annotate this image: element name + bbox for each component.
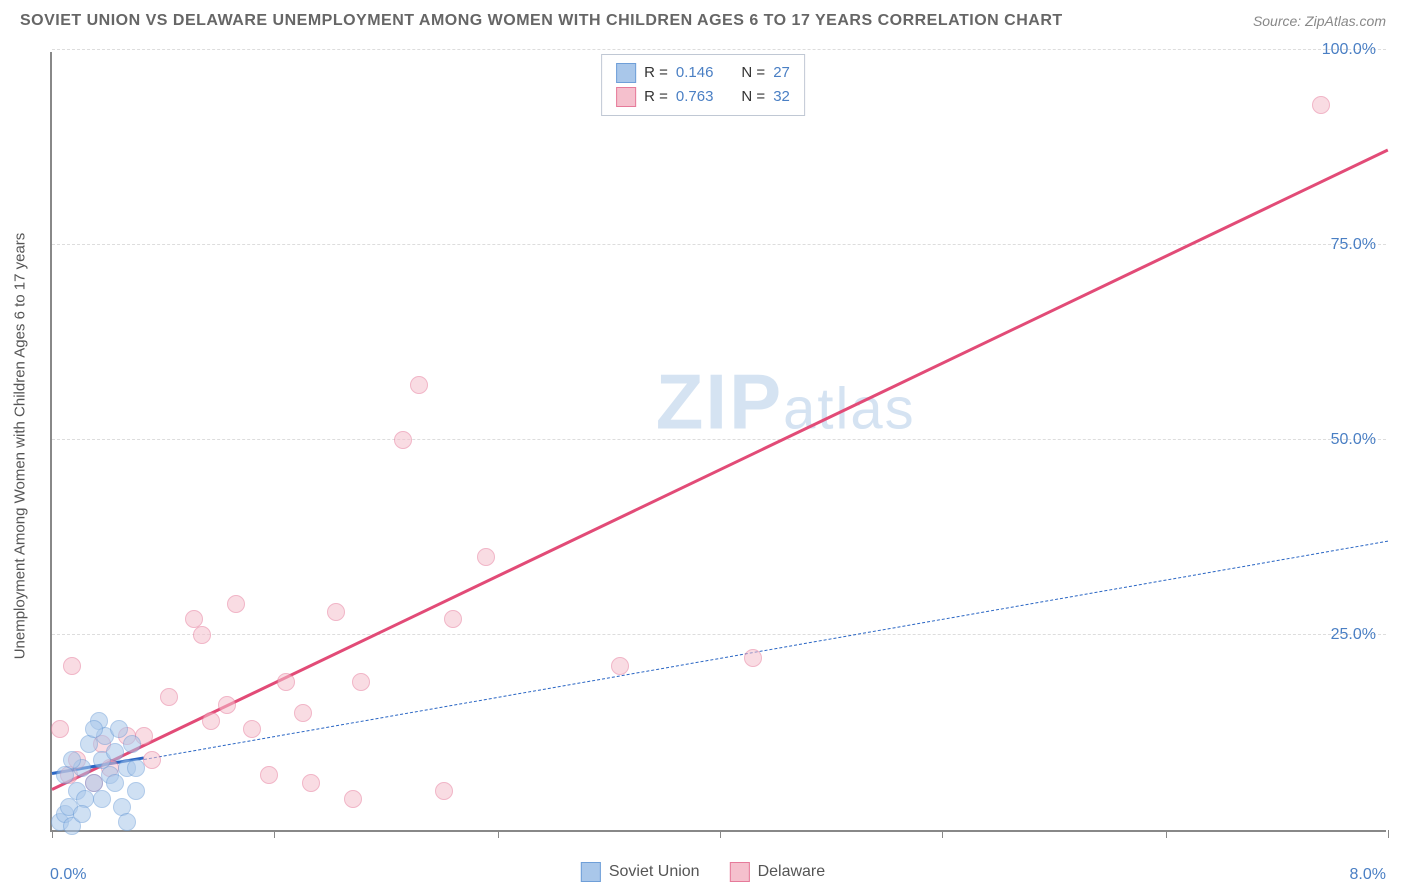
legend-swatch [616,63,636,83]
legend-swatch [730,862,750,882]
data-point [243,720,261,738]
data-point [56,766,74,784]
data-point [143,751,161,769]
legend-n-label: N = [741,85,765,109]
legend-n-value: 27 [773,61,790,85]
data-point [218,696,236,714]
data-point [294,704,312,722]
legend-correlation: R = 0.146 N = 27 R = 0.763 N = 32 [601,54,805,116]
data-point [202,712,220,730]
legend-r-value: 0.146 [676,61,714,85]
data-point [63,657,81,675]
data-point [106,743,124,761]
legend-swatch [581,862,601,882]
x-tick [498,830,499,838]
y-axis-label: Unemployment Among Women with Children A… [12,233,29,660]
data-point [127,782,145,800]
data-point [127,759,145,777]
x-tick [52,830,53,838]
x-tick [942,830,943,838]
watermark-zip: ZIP [656,358,783,446]
gridline [52,439,1386,440]
data-point [73,805,91,823]
legend-row: R = 0.763 N = 32 [616,85,790,109]
data-point [277,673,295,691]
x-tick-label: 8.0% [1350,866,1386,884]
data-point [63,751,81,769]
data-point [193,626,211,644]
data-point [435,782,453,800]
data-point [611,657,629,675]
plot-area: ZIPatlas 25.0%50.0%75.0%100.0% [50,52,1386,832]
data-point [85,720,103,738]
y-tick-label: 50.0% [1331,431,1376,449]
legend-n-label: N = [741,61,765,85]
legend-series-item: Delaware [730,862,826,882]
data-point [260,766,278,784]
data-point [118,813,136,831]
data-point [302,774,320,792]
legend-n-value: 32 [773,85,790,109]
legend-r-label: R = [644,85,668,109]
data-point [227,595,245,613]
legend-series: Soviet Union Delaware [581,862,825,882]
y-tick-label: 100.0% [1322,41,1376,59]
legend-r-label: R = [644,61,668,85]
legend-swatch [616,87,636,107]
data-point [123,735,141,753]
data-point [1312,96,1330,114]
legend-series-label: Delaware [758,863,826,881]
x-tick-label: 0.0% [50,866,86,884]
legend-r-value: 0.763 [676,85,714,109]
data-point [477,548,495,566]
data-point [106,774,124,792]
data-point [327,603,345,621]
y-tick-label: 75.0% [1331,236,1376,254]
x-tick [1166,830,1167,838]
data-point [394,431,412,449]
data-point [410,376,428,394]
regression-line [144,540,1388,759]
data-point [160,688,178,706]
legend-series-label: Soviet Union [609,863,700,881]
data-point [344,790,362,808]
legend-series-item: Soviet Union [581,862,700,882]
x-tick [720,830,721,838]
data-point [93,790,111,808]
x-tick [274,830,275,838]
data-point [51,720,69,738]
x-tick [1388,830,1389,838]
watermark: ZIPatlas [656,357,916,448]
data-point [110,720,128,738]
data-point [80,735,98,753]
gridline [52,634,1386,635]
source-label: Source: ZipAtlas.com [1253,13,1386,29]
gridline [52,49,1386,50]
data-point [352,673,370,691]
y-tick-label: 25.0% [1331,626,1376,644]
data-point [744,649,762,667]
legend-row: R = 0.146 N = 27 [616,61,790,85]
chart-title: SOVIET UNION VS DELAWARE UNEMPLOYMENT AM… [20,12,1063,30]
data-point [444,610,462,628]
chart-container: SOVIET UNION VS DELAWARE UNEMPLOYMENT AM… [0,0,1406,892]
title-row: SOVIET UNION VS DELAWARE UNEMPLOYMENT AM… [20,12,1386,30]
